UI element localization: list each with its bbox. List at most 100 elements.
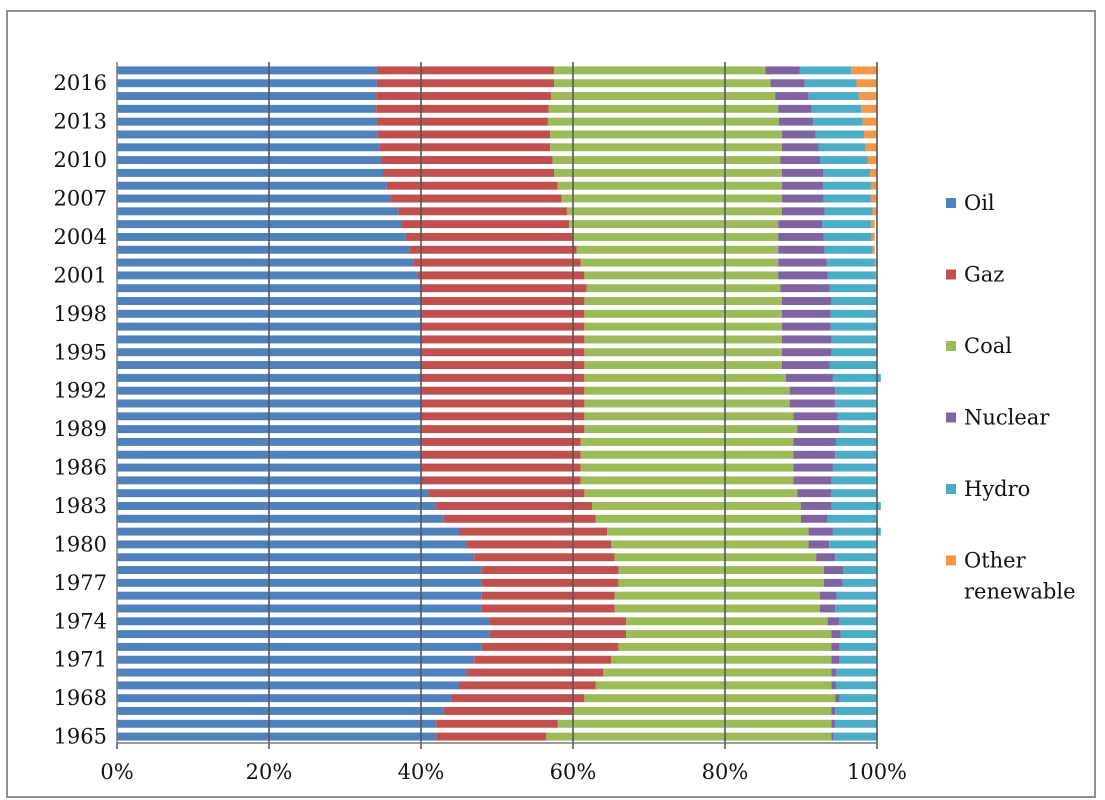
bar-segment-other-renewable-2011 xyxy=(865,143,877,152)
bar-segment-other-renewable-2012 xyxy=(864,130,877,139)
bar-segment-other-renewable-2014 xyxy=(861,104,877,113)
bar-segment-hydro-1984 xyxy=(831,489,877,498)
bar-segment-nuclear-1966 xyxy=(831,719,836,728)
bar-segment-hydro-1987 xyxy=(835,450,877,459)
bar-segment-hydro-1998 xyxy=(830,309,877,318)
bar-segment-gaz-2005 xyxy=(402,220,570,229)
bar-segment-coal-1973 xyxy=(626,630,832,639)
bar-segment-oil-2007 xyxy=(117,194,391,203)
bar-segment-nuclear-1990 xyxy=(793,412,838,421)
bar-segment-coal-1997 xyxy=(584,322,782,331)
bar-segment-hydro-2005 xyxy=(822,220,871,229)
bar-segment-nuclear-1992 xyxy=(789,386,836,395)
axes-group xyxy=(116,62,877,744)
bar-segment-coal-1985 xyxy=(580,476,794,485)
bar-segment-oil-2017 xyxy=(117,66,377,75)
bar-segment-coal-1966 xyxy=(557,719,832,728)
bar-segment-other-renewable-2009 xyxy=(870,168,877,177)
bar-segment-coal-2002 xyxy=(580,258,779,267)
bar-segment-hydro-1990 xyxy=(837,412,877,421)
bar-segment-gaz-1978 xyxy=(481,566,619,575)
bar-segment-nuclear-1973 xyxy=(831,630,841,639)
bar-segment-gaz-2014 xyxy=(376,104,549,113)
bar-segment-nuclear-2008 xyxy=(782,181,824,190)
bar-segment-coal-2017 xyxy=(554,66,766,75)
bar-segment-oil-1968 xyxy=(117,694,452,703)
bar-segment-coal-1993 xyxy=(584,373,786,382)
bar-segment-gaz-1989 xyxy=(421,425,585,434)
bar-segment-coal-1971 xyxy=(611,655,832,664)
bar-segment-hydro-2011 xyxy=(818,143,866,152)
bar-segment-gaz-2011 xyxy=(379,143,551,152)
bar-segment-nuclear-1997 xyxy=(782,322,831,331)
bar-segment-oil-1970 xyxy=(117,668,467,677)
legend-label-coal: Coal xyxy=(964,334,1012,358)
bar-segment-nuclear-2014 xyxy=(778,104,812,113)
bar-segment-hydro-1966 xyxy=(835,719,877,728)
bar-segment-nuclear-1972 xyxy=(831,642,840,651)
bar-segment-gaz-1999 xyxy=(421,297,585,305)
bar-segment-coal-1992 xyxy=(584,386,790,395)
bar-segment-hydro-2012 xyxy=(815,130,865,139)
bar-segment-oil-1971 xyxy=(117,655,475,664)
y-tick-label: 1977 xyxy=(54,571,107,595)
bar-segment-hydro-2009 xyxy=(823,168,871,177)
bar-segment-coal-1969 xyxy=(595,681,832,690)
bar-segment-oil-1978 xyxy=(117,566,482,575)
bar-segment-hydro-2013 xyxy=(813,117,863,126)
bar-segment-hydro-1975 xyxy=(835,604,877,613)
bar-segment-hydro-1968 xyxy=(839,694,877,703)
bar-segment-other-renewable-2013 xyxy=(862,117,877,126)
bar-segment-nuclear-1995 xyxy=(782,348,832,357)
bar-segment-coal-2010 xyxy=(552,156,781,165)
y-tick-label: 1989 xyxy=(54,417,107,441)
bar-segment-coal-1977 xyxy=(618,578,824,587)
x-tick-label: 20% xyxy=(246,760,293,784)
bar-segment-hydro-1978 xyxy=(843,566,877,575)
bar-segment-nuclear-2003 xyxy=(778,245,825,254)
bar-segment-hydro-1977 xyxy=(842,578,877,587)
legend-swatch-other-renewable xyxy=(946,555,956,566)
legend: Oil Gaz Coal Nuclear Hydro Other renewable xyxy=(946,191,1076,604)
bar-segment-coal-1998 xyxy=(584,309,782,318)
bar-segment-hydro-1994 xyxy=(829,361,877,370)
bar-segment-oil-1969 xyxy=(117,681,459,690)
bar-segment-hydro-1997 xyxy=(830,322,877,331)
bar-segment-nuclear-2013 xyxy=(778,117,814,126)
bar-segment-hydro-1992 xyxy=(835,386,877,395)
bar-segment-coal-1987 xyxy=(580,450,794,459)
bar-segment-coal-2003 xyxy=(576,245,779,254)
bar-segment-oil-2004 xyxy=(117,232,406,241)
bar-segment-hydro-1979 xyxy=(835,553,877,562)
x-tick-label: 80% xyxy=(702,760,749,784)
legend-label-oil: Oil xyxy=(964,191,995,215)
bar-segment-nuclear-2002 xyxy=(778,258,827,267)
bar-segment-coal-1980 xyxy=(611,540,809,549)
bar-segment-hydro-2007 xyxy=(823,194,871,203)
bar-segment-gaz-1974 xyxy=(489,617,627,626)
bar-segment-hydro-2015 xyxy=(808,92,859,100)
bar-segment-coal-2012 xyxy=(550,130,782,139)
bar-segment-oil-2002 xyxy=(117,258,414,267)
bar-segment-oil-1981 xyxy=(117,527,459,536)
bar-segment-hydro-1971 xyxy=(839,655,877,664)
bar-segment-gaz-1976 xyxy=(481,591,615,600)
y-tick-label: 1971 xyxy=(54,648,107,672)
bar-segment-gaz-1984 xyxy=(428,489,585,498)
bar-segment-hydro-1982 xyxy=(827,514,877,523)
bar-segment-oil-1980 xyxy=(117,540,467,549)
bar-segment-nuclear-1988 xyxy=(793,437,836,446)
legend-label-gaz: Gaz xyxy=(964,263,1004,287)
x-tick-label: 60% xyxy=(550,760,597,784)
bar-segment-nuclear-1989 xyxy=(797,425,839,434)
bar-segment-nuclear-1965 xyxy=(831,732,834,741)
bar-segment-nuclear-1978 xyxy=(823,566,844,575)
stacked-bar-chart: 0% 20% 40% 60% 80% 100% 201620132010200720042… xyxy=(54,62,1076,784)
legend-swatch-gaz xyxy=(946,269,956,280)
bar-segment-nuclear-1970 xyxy=(831,668,837,677)
bar-segment-gaz-2009 xyxy=(383,168,554,177)
bar-segment-gaz-2010 xyxy=(381,156,553,165)
bar-segment-coal-1981 xyxy=(607,527,809,536)
bar-segment-hydro-2001 xyxy=(827,271,876,280)
bar-segment-oil-2005 xyxy=(117,220,402,229)
